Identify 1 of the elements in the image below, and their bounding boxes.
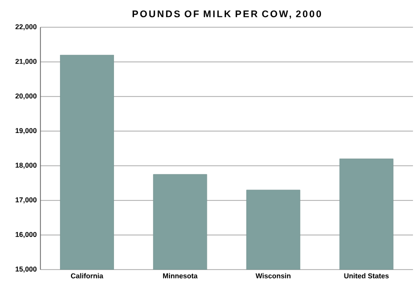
chart-title: POUNDS OF MILK PER COW, 2000	[132, 10, 321, 19]
